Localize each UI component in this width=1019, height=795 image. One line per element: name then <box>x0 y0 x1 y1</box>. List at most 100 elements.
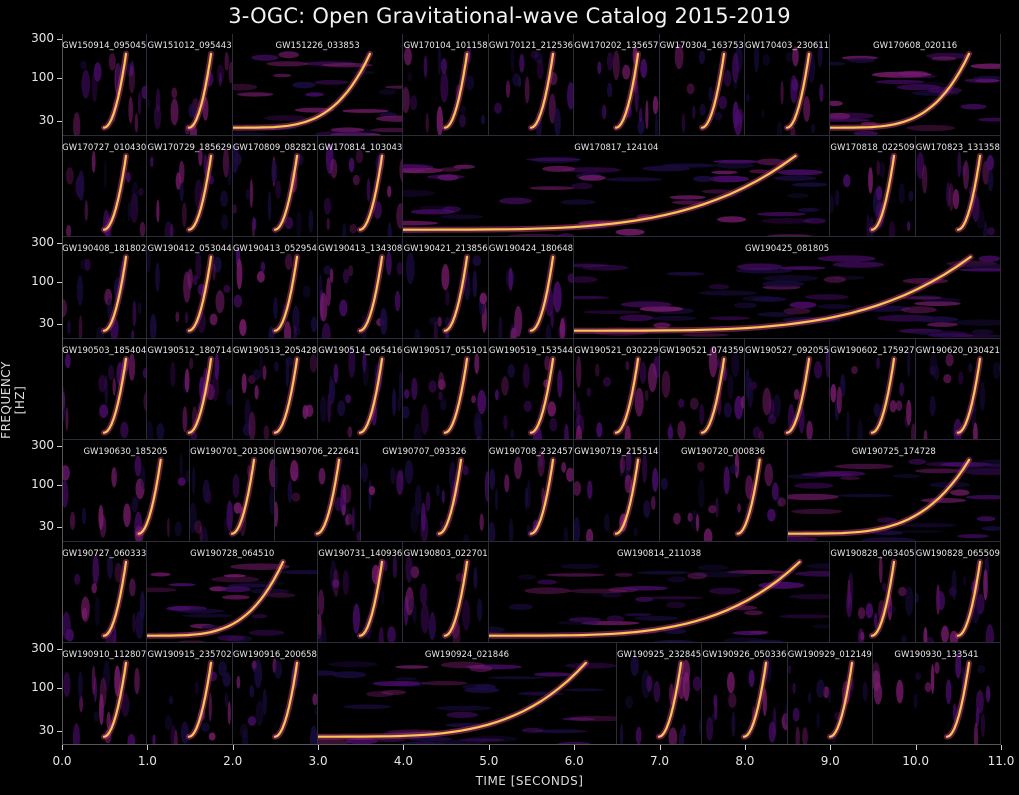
noise-blob <box>686 83 695 95</box>
noise-blob <box>328 661 378 668</box>
noise-blob <box>550 310 554 328</box>
noise-blob <box>78 315 83 338</box>
noise-blob <box>111 467 117 488</box>
chirp-track <box>871 154 896 231</box>
noise-blob <box>830 61 846 66</box>
noise-blob <box>807 692 811 704</box>
noise-blob <box>634 80 639 113</box>
noise-blob <box>625 360 630 371</box>
spectrogram-panel: GW190413_134308 <box>318 237 404 339</box>
noise-blob <box>561 462 567 473</box>
spectrogram-panel: GW190930_133541 <box>872 643 1001 745</box>
noise-blob <box>414 328 421 338</box>
event-label: GW190527_092055 <box>745 345 830 356</box>
noise-blob <box>471 395 477 404</box>
noise-blob <box>405 555 414 583</box>
noise-blob <box>513 456 522 480</box>
noise-blob <box>762 688 768 717</box>
spectrogram-panel: GW190929_012149 <box>787 643 873 745</box>
noise-blob <box>131 180 139 205</box>
noise-blob <box>758 430 765 440</box>
spectrogram-image <box>574 254 1000 338</box>
event-label: GW170809_082821 <box>232 142 317 153</box>
noise-blob <box>462 465 469 476</box>
noise-blob <box>360 463 368 483</box>
noise-blob <box>355 149 364 163</box>
noise-blob <box>745 93 750 102</box>
x-tick-label: 3.0 <box>308 754 328 768</box>
noise-blob <box>957 371 964 385</box>
noise-blob <box>945 353 954 367</box>
noise-blob <box>757 312 795 318</box>
noise-blob <box>392 554 398 579</box>
noise-blob <box>707 86 713 102</box>
noise-blob <box>661 370 670 398</box>
noise-blob <box>399 157 403 182</box>
noise-blob <box>414 422 423 440</box>
spectrogram-panel: GW151012_095443 <box>147 34 233 136</box>
chirp-track <box>188 52 213 129</box>
x-tick-label: 11.0 <box>987 754 1015 768</box>
spectrogram-image <box>597 45 659 135</box>
noise-blob <box>156 88 161 113</box>
noise-blob <box>238 319 247 337</box>
noise-blob <box>620 585 668 591</box>
noise-blob <box>709 316 751 321</box>
spectrogram-panel: GW190521_030229 <box>574 338 660 441</box>
noise-blob <box>971 329 994 335</box>
noise-blob <box>249 685 255 699</box>
noise-blob <box>713 112 723 121</box>
y-tick-label: 30 <box>38 316 54 331</box>
noise-blob <box>956 534 989 539</box>
noise-blob <box>333 363 339 384</box>
noise-blob <box>964 78 1000 83</box>
spectrogram-image <box>318 660 616 744</box>
noise-blob <box>803 217 827 224</box>
noise-blob <box>489 468 496 491</box>
event-label: GW190521_030229 <box>574 345 659 356</box>
noise-blob <box>347 426 353 438</box>
spectrogram-image <box>846 555 914 643</box>
noise-blob <box>394 677 418 682</box>
noise-blob <box>259 350 263 378</box>
noise-blob <box>169 696 174 705</box>
chirp-track <box>615 52 640 129</box>
noise-blob <box>313 707 318 716</box>
noise-blob <box>384 85 403 89</box>
noise-blob <box>672 512 681 525</box>
noise-blob <box>676 420 686 440</box>
noise-blob <box>630 655 639 677</box>
noise-blob <box>677 398 684 408</box>
noise-blob <box>876 185 883 201</box>
noise-blob <box>972 422 978 440</box>
spectrogram-image <box>745 347 830 440</box>
noise-blob <box>552 281 562 313</box>
event-label: GW190701_203306 <box>190 447 275 458</box>
noise-blob <box>958 268 1000 272</box>
noise-blob <box>767 414 777 425</box>
noise-blob <box>907 459 926 465</box>
noise-blob <box>211 370 220 401</box>
noise-blob <box>780 266 826 271</box>
noise-blob <box>241 373 247 394</box>
spectrogram-image <box>574 451 659 541</box>
y-tick-label: 30 <box>38 113 54 128</box>
x-tick-label: 1.0 <box>137 754 157 768</box>
spectrogram-image <box>190 457 275 541</box>
noise-blob <box>536 59 544 80</box>
noise-blob <box>309 726 318 744</box>
y-tick-label: 30 <box>38 519 54 534</box>
noise-blob <box>801 727 808 744</box>
noise-blob <box>410 95 418 111</box>
noise-blob <box>861 682 868 702</box>
noise-blob <box>479 513 484 532</box>
noise-blob <box>936 590 945 611</box>
noise-blob <box>574 481 582 497</box>
noise-blob <box>236 92 274 97</box>
event-label: GW190916_200658 <box>232 650 317 661</box>
noise-blob <box>412 603 418 624</box>
spectrogram-panel: GW190517_055101 <box>403 338 489 441</box>
noise-blob <box>285 358 289 388</box>
noise-blob <box>694 571 751 578</box>
noise-blob <box>773 175 817 181</box>
